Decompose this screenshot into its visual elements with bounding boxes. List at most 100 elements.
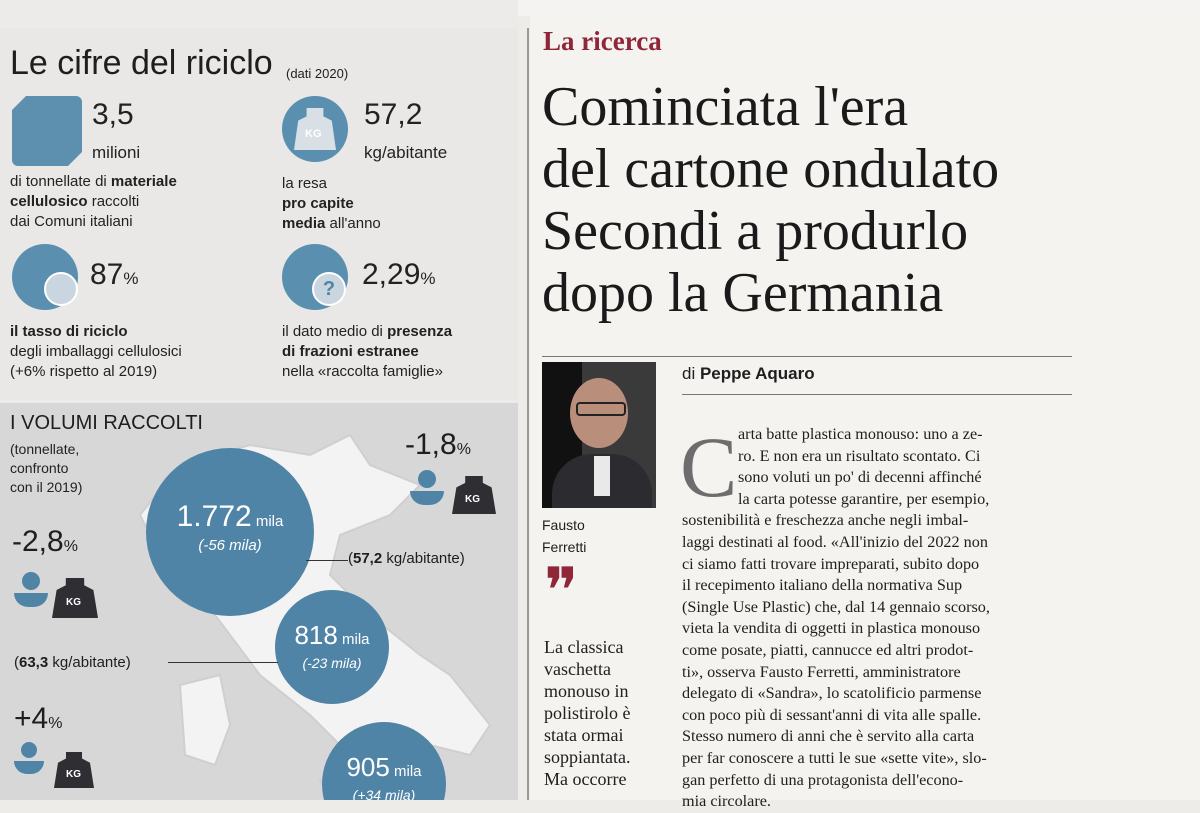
quote-line-5: stata ormai: [544, 725, 624, 745]
stat-percapita-value: 57,2: [364, 98, 423, 131]
stat-recycle-desc-2: degli imballaggi cellulosici: [10, 343, 182, 360]
volumes-note-1: (tonnellate,: [10, 441, 80, 457]
body-line-14: con poco più di sessant'anni di vita all…: [682, 705, 982, 724]
stat-impurity-desc-3: nella «raccolta famiglie»: [282, 363, 443, 380]
center-leader-line: [168, 662, 278, 663]
infographic-title: Le cifre del riciclo: [10, 44, 273, 82]
body-line-8: il recepimento italiano della normativa …: [682, 576, 963, 595]
north-percapita-value: 57,2: [353, 550, 383, 567]
stats-section: [0, 28, 518, 400]
quote-mark-icon: ❞: [544, 556, 579, 627]
center-pct-unit: %: [63, 538, 78, 555]
stat-recycle-unit: %: [123, 269, 139, 288]
north-kg-label: KG: [465, 494, 480, 505]
center-percapita: (63,3 kg/abitante): [14, 654, 131, 671]
stat-recycle-desc-3: (+6% rispetto al 2019): [10, 363, 158, 380]
author-photo: [542, 362, 656, 508]
body-line-1: arta batte plastica monouso: uno a ze-: [738, 425, 983, 443]
north-percapita-unit: kg/abitante): [382, 550, 465, 567]
photo-caption: Fausto Ferretti: [542, 514, 586, 558]
center-scale-person-icon: [14, 572, 48, 616]
stat-impurity-desc-bold-1: presenza: [387, 323, 453, 340]
body-line-2: ro. E non era un risultato scontato. Ci: [738, 446, 981, 465]
quote-line-1: La classica: [544, 637, 624, 657]
headline-line-2: del cartone ondulato: [542, 138, 1000, 200]
body-line-16: per far conoscere a tutti le sue «sette …: [682, 748, 987, 767]
north-percapita: (57,2 kg/abitante): [348, 550, 465, 567]
stat-tonnes-desc-3: dai Comuni italiani: [10, 213, 133, 230]
stat-tonnes-desc-bold-1: materiale: [110, 173, 177, 190]
kg-label: KG: [305, 128, 322, 140]
south-scale-person-icon: [14, 742, 44, 786]
center-volume-unit: mila: [342, 631, 370, 648]
south-pct-value: +4: [14, 702, 49, 735]
byline-prefix: di: [682, 364, 700, 383]
byline-rule: [682, 394, 1072, 395]
body-line-6: laggi destinati al food. «All'inizio del…: [682, 532, 988, 551]
south-kg-label: KG: [66, 769, 81, 780]
north-volume-unit: mila: [255, 513, 284, 530]
center-bubble: 818 mila (-23 mila): [275, 590, 389, 704]
stat-percapita-desc-bold-1: pro capite: [282, 195, 354, 212]
stat-tonnes-value: 3,5: [92, 98, 134, 131]
quote-line-6: soppiantata.: [544, 747, 631, 767]
volumes-note: (tonnellate, confronto con il 2019): [10, 440, 82, 497]
box-icon: [12, 96, 82, 166]
stat-percapita-desc-2: all'anno: [325, 215, 381, 232]
center-pct: -2,8%: [12, 525, 78, 559]
body-line-11: come posate, piatti, cannucce ed altri p…: [682, 640, 974, 659]
stat-percapita-desc-bold-2: media: [282, 215, 326, 232]
drop-cap: C: [680, 419, 738, 515]
stat-tonnes-desc: di tonnellate di materiale cellulosico r…: [10, 172, 250, 232]
stat-impurity-value: 2,29%: [362, 258, 436, 292]
body-line-18: mia circolare.: [682, 792, 771, 811]
stat-tonnes-desc-bold-2: cellulosico: [10, 193, 88, 210]
stat-tonnes-desc-2: raccolti: [87, 193, 140, 210]
body-line-5: sostenibilità e freschezza anche negli i…: [682, 511, 969, 530]
body-line-12: ti», osserva Fausto Ferretti, amministra…: [682, 662, 961, 681]
north-volume: 1.772 mila: [146, 502, 314, 537]
north-pct-unit: %: [456, 441, 471, 458]
stat-impurity-desc-bold-2: di frazioni estranee: [282, 343, 419, 360]
center-pct-value: -2,8: [12, 525, 64, 558]
stat-percapita-unit: kg/abitante: [364, 143, 448, 162]
stat-recycle-value: 87%: [90, 258, 139, 292]
body-line-15: Stesso numero di anni che è servito alla…: [682, 727, 975, 746]
body-line-7: ci siamo fatti trovare impreparati, subi…: [682, 554, 980, 573]
body-line-17: gan perfetto di una protagonista dell'ec…: [682, 770, 964, 789]
headline-line-4: dopo la Germania: [542, 262, 944, 324]
body-line-4: la carta potesse garantire, per esempio,: [738, 489, 990, 508]
stat-recycle-desc-bold: il tasso di riciclo: [10, 323, 128, 340]
center-volume: 818 mila: [275, 620, 389, 655]
south-volume-unit: mila: [394, 763, 422, 780]
volumes-title: I VOLUMI RACCOLTI: [10, 412, 203, 434]
center-kg-label: KG: [66, 597, 81, 608]
headline-line-1: Cominciata l'era: [542, 76, 909, 138]
body-line-3: sono voluti un po' di decenni affinché: [738, 468, 982, 487]
quote-line-4: polistirolo è: [544, 703, 631, 723]
body-line-9: (Single Use Plastic) che, dal 14 gennaio…: [682, 597, 990, 616]
north-pct-value: -1,8: [405, 428, 457, 461]
infographic-panel: Le cifre del riciclo (dati 2020) 3,5 mil…: [0, 0, 518, 800]
pull-quote: La classica vaschetta monouso in polisti…: [544, 636, 672, 790]
center-delta: (-23 mila): [302, 655, 362, 671]
photo-caption-line-1: Fausto: [542, 517, 585, 533]
stat-impurity-desc: il dato medio di presenza di frazioni es…: [282, 322, 512, 382]
byline: di Peppe Aquaro: [682, 364, 815, 384]
question-icon: ?: [312, 272, 346, 306]
stat-impurity-unit: %: [420, 269, 436, 288]
body-line-10: vieta la vendita di oggetti in plastica …: [682, 619, 981, 638]
south-pct: +4%: [14, 702, 62, 736]
body-line-13: delegato di «Sandra», lo scatolificio pa…: [682, 684, 982, 703]
south-volume-number: 905: [346, 752, 390, 782]
stat-percapita-desc: la resa pro capite media all'anno: [282, 174, 502, 234]
south-pct-unit: %: [48, 715, 63, 732]
center-percapita-value: 63,3: [19, 654, 49, 671]
north-bubble: 1.772 mila (-56 mila): [146, 448, 314, 616]
recycle-icon: [44, 272, 78, 306]
article-headline: Cominciata l'era del cartone ondulato Se…: [542, 76, 1192, 324]
stat-recycle-number: 87: [90, 258, 124, 291]
north-volume-number: 1.772: [176, 500, 252, 533]
byline-author: Peppe Aquaro: [699, 364, 815, 383]
column-divider: [527, 28, 529, 800]
